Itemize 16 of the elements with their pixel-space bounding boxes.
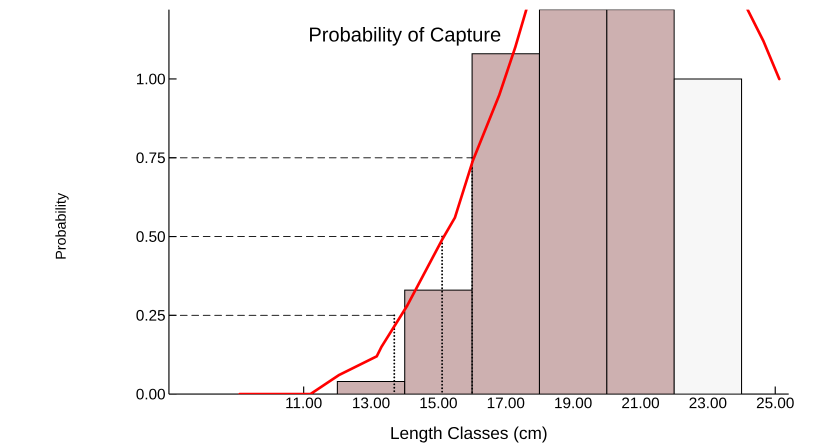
x-tick-label: 23.00 bbox=[690, 398, 726, 408]
x-tick-label: 25.00 bbox=[756, 398, 794, 408]
y-tick-label: 0.25 bbox=[136, 310, 165, 321]
x-tick-label: 17.00 bbox=[488, 398, 524, 408]
y-axis-title: Probability bbox=[55, 192, 69, 259]
y-tick-label: 1.00 bbox=[136, 74, 165, 84]
x-tick-label: 15.00 bbox=[420, 398, 457, 408]
text: Probability of Capture bbox=[310, 27, 500, 46]
y-tick-label: 0.75 bbox=[136, 152, 165, 164]
x-tick-label: 21.00 bbox=[622, 398, 660, 408]
x-tick-label: 13.00 bbox=[353, 398, 390, 408]
x-tick-label: 11.00 bbox=[286, 398, 322, 408]
x-tick-label: 19.00 bbox=[555, 398, 592, 408]
y-tick-label: 0.50 bbox=[136, 231, 165, 242]
y-tick-label: 0.00 bbox=[136, 388, 165, 400]
x-axis-title: Length Classes (cm) bbox=[391, 426, 547, 443]
